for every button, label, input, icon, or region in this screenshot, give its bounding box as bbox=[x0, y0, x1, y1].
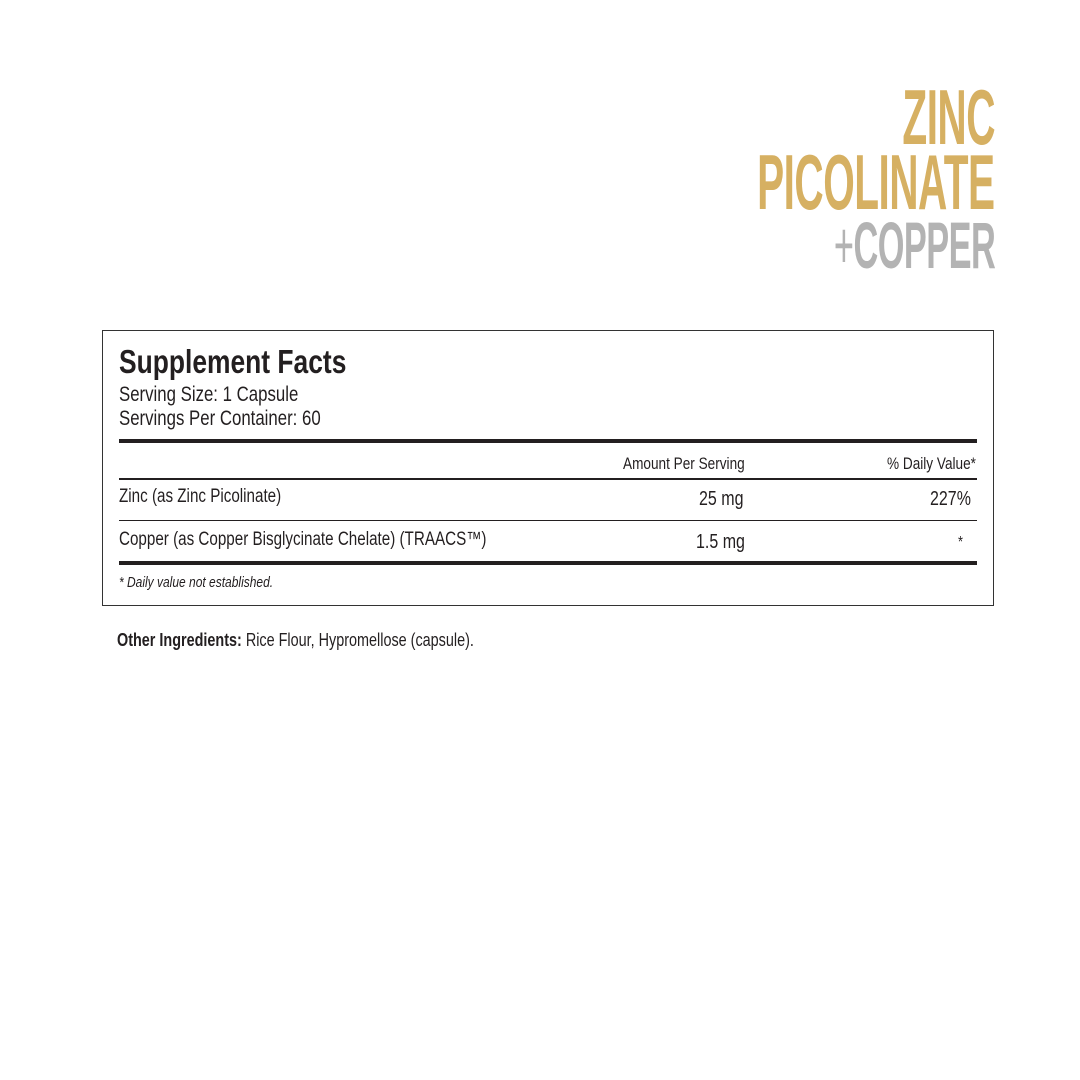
divider-thick bbox=[119, 561, 977, 565]
brand-copper-text: COPPER bbox=[853, 208, 995, 282]
other-ingredients-label: Other Ingredients: bbox=[117, 630, 242, 650]
servings-per-container: Servings Per Container: 60 bbox=[119, 407, 321, 430]
header-amount: Amount Per Serving bbox=[623, 454, 745, 473]
brand-zinc: ZINC bbox=[902, 73, 995, 161]
supplement-facts-panel: Supplement Facts Serving Size: 1 Capsule… bbox=[102, 330, 994, 606]
nutrient-name: Zinc (as Zinc Picolinate) bbox=[119, 486, 282, 507]
header-daily-value: % Daily Value* bbox=[887, 454, 976, 473]
nutrient-dv: * bbox=[958, 534, 963, 551]
other-ingredients-text: Rice Flour, Hypromellose (capsule). bbox=[241, 630, 474, 650]
divider-thin bbox=[119, 520, 977, 521]
plus-sign: + bbox=[833, 208, 854, 282]
divider bbox=[119, 478, 977, 480]
brand-copper: +COPPER bbox=[834, 212, 996, 278]
serving-size: Serving Size: 1 Capsule bbox=[119, 383, 299, 406]
other-ingredients: Other Ingredients: Rice Flour, Hypromell… bbox=[117, 630, 474, 651]
divider-thick bbox=[119, 439, 977, 443]
nutrient-amount: 1.5 mg bbox=[696, 531, 745, 553]
brand-picolinate: PICOLINATE bbox=[757, 138, 996, 226]
facts-title: Supplement Facts bbox=[119, 343, 347, 380]
nutrient-amount: 25 mg bbox=[699, 488, 744, 510]
footnote: * Daily value not established. bbox=[119, 574, 274, 591]
nutrient-name: Copper (as Copper Bisglycinate Chelate) … bbox=[119, 529, 487, 550]
nutrient-dv: 227% bbox=[930, 488, 971, 510]
